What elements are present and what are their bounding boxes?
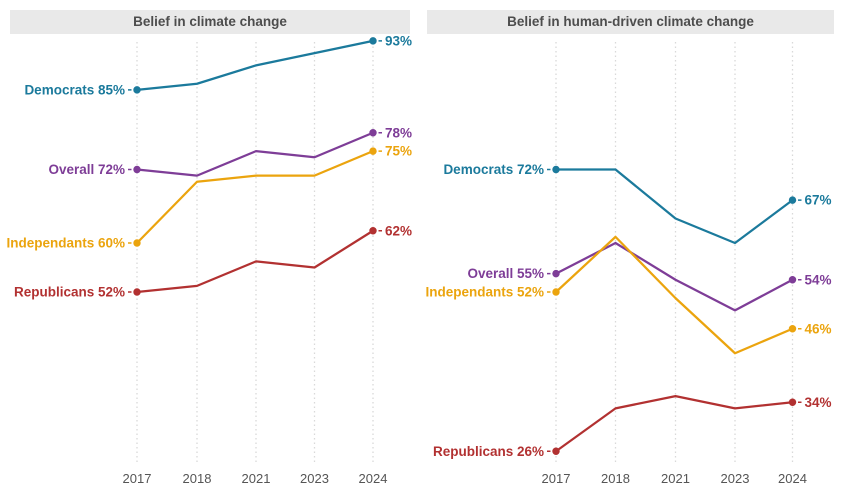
series-start-label-overall: Overall 72% bbox=[48, 162, 125, 177]
series-line-independants bbox=[135, 150, 375, 245]
series-line-independants bbox=[554, 235, 794, 355]
x-tick-label: 2024 bbox=[778, 471, 807, 486]
x-tick-label: 2024 bbox=[359, 471, 388, 486]
x-tick-label: 2017 bbox=[542, 471, 571, 486]
series-marker-end-democrats bbox=[788, 196, 797, 204]
series-start-label-republicans: Republicans 26% bbox=[433, 444, 544, 459]
series-end-label-independants: 46% bbox=[805, 321, 832, 336]
series-start-label-republicans: Republicans 52% bbox=[14, 285, 125, 300]
series-marker-start-independants bbox=[133, 239, 141, 247]
chart-title: Belief in climate change bbox=[10, 10, 410, 34]
line-plot: 2017 2018 2021 2023 2024 Democrats 85% 93% Over… bbox=[6, 33, 412, 486]
series-marker-start-independants bbox=[552, 288, 560, 296]
series-start-label-independants: Independants 60% bbox=[6, 236, 125, 251]
series-end-label-overall: 78% bbox=[385, 125, 412, 140]
series-end-label-democrats: 93% bbox=[385, 33, 412, 48]
series-marker-start-democrats bbox=[133, 86, 141, 94]
x-tick-label: 2018 bbox=[601, 471, 630, 486]
series-start-label-independants: Independants 52% bbox=[425, 285, 544, 300]
series-marker-start-republicans bbox=[552, 447, 560, 455]
series-start-label-democrats: Democrats 72% bbox=[443, 162, 544, 177]
x-tick-label: 2017 bbox=[123, 471, 152, 486]
series-marker-end-republicans bbox=[788, 398, 797, 406]
series-marker-end-republicans bbox=[369, 227, 377, 235]
line-plot: 2017 2018 2021 2023 2024 Democrats 72% 67% Over… bbox=[425, 42, 832, 486]
series-marker-end-democrats bbox=[369, 37, 377, 45]
series-marker-start-republicans bbox=[133, 288, 141, 296]
series-line-republicans bbox=[554, 395, 794, 453]
series-line-democrats bbox=[135, 39, 375, 91]
x-tick-label: 2021 bbox=[242, 471, 271, 486]
series-line-overall bbox=[554, 241, 794, 312]
series-marker-end-independants bbox=[369, 147, 377, 155]
series-marker-start-overall bbox=[552, 269, 560, 278]
series-start-label-overall: Overall 55% bbox=[467, 266, 544, 281]
series-marker-start-democrats bbox=[552, 165, 560, 174]
chart-belief-climate-change: Belief in climate change 2017 2018 2021 202… bbox=[0, 0, 421, 497]
series-line-republicans bbox=[135, 229, 375, 294]
x-tick-label: 2023 bbox=[721, 471, 750, 486]
series-start-label-democrats: Democrats 85% bbox=[24, 82, 125, 97]
series-end-label-republicans: 62% bbox=[385, 223, 412, 238]
series-end-label-overall: 54% bbox=[805, 272, 832, 287]
series-line-democrats bbox=[554, 168, 794, 245]
x-tick-label: 2023 bbox=[300, 471, 329, 486]
series-marker-end-overall bbox=[369, 129, 377, 137]
chart-belief-human-driven-climate-change: Belief in human-driven climate change 20… bbox=[422, 0, 843, 497]
series-marker-start-overall bbox=[133, 165, 141, 174]
series-marker-end-independants bbox=[788, 325, 797, 333]
x-tick-label: 2018 bbox=[183, 471, 212, 486]
series-end-label-republicans: 34% bbox=[805, 395, 832, 410]
series-line-overall bbox=[135, 131, 375, 177]
x-tick-label: 2021 bbox=[661, 471, 690, 486]
chart-title: Belief in human-driven climate change bbox=[427, 10, 834, 34]
series-marker-end-overall bbox=[788, 276, 797, 284]
series-end-label-democrats: 67% bbox=[805, 193, 832, 208]
series-end-label-independants: 75% bbox=[385, 144, 412, 159]
